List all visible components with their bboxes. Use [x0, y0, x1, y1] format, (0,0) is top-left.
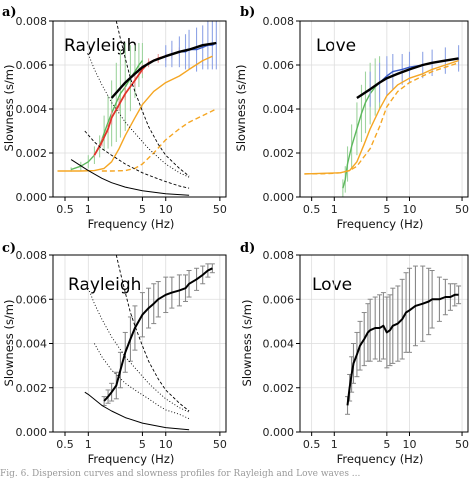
- panel-d-plot: 0.5 1 5 10 50 0.000 0.002 0.004 0.006 0.008: [263, 249, 470, 451]
- x-tick-label: 1: [331, 203, 338, 216]
- panel-b-plot: 0.5 1 5 10 50 0.000 0.002 0.004 0.006 0.008: [263, 15, 470, 216]
- panel-d: d) Slowness (s/m) Frequency (Hz) Love 0.…: [240, 241, 469, 466]
- panel-b-xlabel: Frequency (Hz): [337, 217, 424, 231]
- y-tick-label: 0.002: [16, 147, 48, 160]
- panel-c-title: Rayleigh: [68, 275, 141, 295]
- x-tick-label: 1: [85, 438, 92, 451]
- y-tick-label: 0.006: [16, 59, 48, 72]
- y-tick-label: 0.006: [263, 59, 295, 72]
- panel-d-ylabel: Slowness (s/m): [240, 300, 254, 387]
- panel-a-xlabel: Frequency (Hz): [88, 217, 175, 231]
- panel-a-plot: 0.5 1 5 10 50 0.000 0.002 0.004 0.006 0.008: [16, 15, 227, 216]
- y-tick-label: 0.002: [16, 382, 48, 395]
- panel-a-letter: a): [2, 5, 17, 20]
- x-tick-label: 10: [402, 203, 416, 216]
- y-tick-label: 0.002: [263, 147, 295, 160]
- y-tick-label: 0.004: [263, 338, 295, 351]
- series-layer: [345, 265, 462, 415]
- series-line-orange-dashed: [101, 108, 217, 172]
- series-line-black-solid-thin: [84, 391, 190, 431]
- y-tick-label: 0.000: [16, 426, 48, 439]
- y-tick-label: 0.004: [16, 338, 48, 351]
- series-line-black-thick: [110, 41, 217, 99]
- x-tick-label: 5: [139, 438, 146, 451]
- panel-c-letter: c): [2, 241, 16, 256]
- x-tick-label: 0.5: [56, 203, 74, 216]
- x-tick-label: 10: [159, 438, 173, 451]
- x-tick-label: 10: [402, 438, 416, 451]
- y-tick-label: 0.008: [263, 15, 295, 28]
- panel-c-ylabel: Slowness (s/m): [2, 300, 16, 387]
- panel-b-letter: b): [240, 5, 255, 20]
- series-line-black-line-graybars: [346, 293, 459, 406]
- x-tick-label: 1: [331, 438, 338, 451]
- panel-a-ylabel: Slowness (s/m): [2, 65, 16, 152]
- series-layer: [304, 45, 460, 197]
- y-tick-label: 0.000: [16, 191, 48, 204]
- series-line-orange-solid: [57, 55, 213, 172]
- figure-caption: Fig. 6. Dispersion curves and slowness p…: [0, 469, 361, 479]
- y-tick-label: 0.006: [263, 293, 295, 306]
- x-tick-label: 1: [85, 203, 92, 216]
- series-line-black-solid-thin: [70, 159, 190, 196]
- x-tick-label: 50: [213, 203, 227, 216]
- errorbars: [93, 47, 180, 158]
- series-line-orange-dashed: [304, 62, 459, 175]
- y-tick-label: 0.000: [263, 426, 295, 439]
- panel-b-ylabel: Slowness (s/m): [234, 65, 248, 152]
- series-line-orange-solid: [304, 59, 459, 175]
- x-tick-label: 0.5: [56, 438, 74, 451]
- panel-d-title: Love: [312, 275, 352, 295]
- series-line-black-dotted: [94, 343, 190, 420]
- panel-a-title: Rayleigh: [64, 36, 137, 56]
- series-line-black-thick: [356, 57, 459, 100]
- panel-b-title: Love: [316, 36, 356, 56]
- panel-b: b) Slowness (s/m) Frequency (Hz) Love 0.…: [234, 5, 469, 231]
- series-line-black-dotted: [87, 288, 190, 413]
- series-line-black-dashed: [115, 255, 190, 412]
- panel-a: a) Slowness (s/m) Frequency (Hz) Rayleig…: [2, 5, 227, 231]
- errorbars: [342, 56, 381, 197]
- panel-d-xlabel: Frequency (Hz): [337, 452, 424, 466]
- y-tick-label: 0.004: [263, 103, 295, 116]
- panel-d-letter: d): [240, 241, 255, 256]
- y-tick-label: 0.006: [16, 293, 48, 306]
- series-line-black-dotted: [87, 53, 190, 178]
- y-tick-label: 0.008: [16, 249, 48, 262]
- x-tick-label: 50: [455, 203, 469, 216]
- x-tick-label: 50: [213, 438, 227, 451]
- figure: a) Slowness (s/m) Frequency (Hz) Rayleig…: [2, 5, 469, 466]
- x-tick-label: 5: [383, 438, 390, 451]
- y-tick-label: 0.008: [16, 15, 48, 28]
- x-tick-label: 5: [383, 203, 390, 216]
- y-tick-label: 0.008: [263, 249, 295, 262]
- x-tick-label: 5: [139, 203, 146, 216]
- x-tick-label: 0.5: [303, 203, 321, 216]
- series-line-black-dashed: [115, 21, 190, 177]
- series-layer: [84, 255, 215, 431]
- y-tick-label: 0.002: [263, 382, 295, 395]
- panel-c-xlabel: Frequency (Hz): [88, 452, 175, 466]
- y-tick-label: 0.000: [263, 191, 295, 204]
- panel-c-plot: 0.5 1 5 10 50 0.000 0.002 0.004 0.006 0.008: [16, 249, 227, 451]
- x-tick-label: 10: [159, 203, 173, 216]
- series-line-black-dashed: [84, 130, 190, 189]
- x-tick-label: 0.5: [303, 438, 321, 451]
- series-line-black-line-graybars: [103, 267, 213, 402]
- series-layer: [57, 21, 217, 196]
- panel-c: c) Slowness (s/m) Frequency (Hz) Rayleig…: [2, 241, 227, 466]
- y-tick-label: 0.004: [16, 103, 48, 116]
- x-tick-label: 50: [455, 438, 469, 451]
